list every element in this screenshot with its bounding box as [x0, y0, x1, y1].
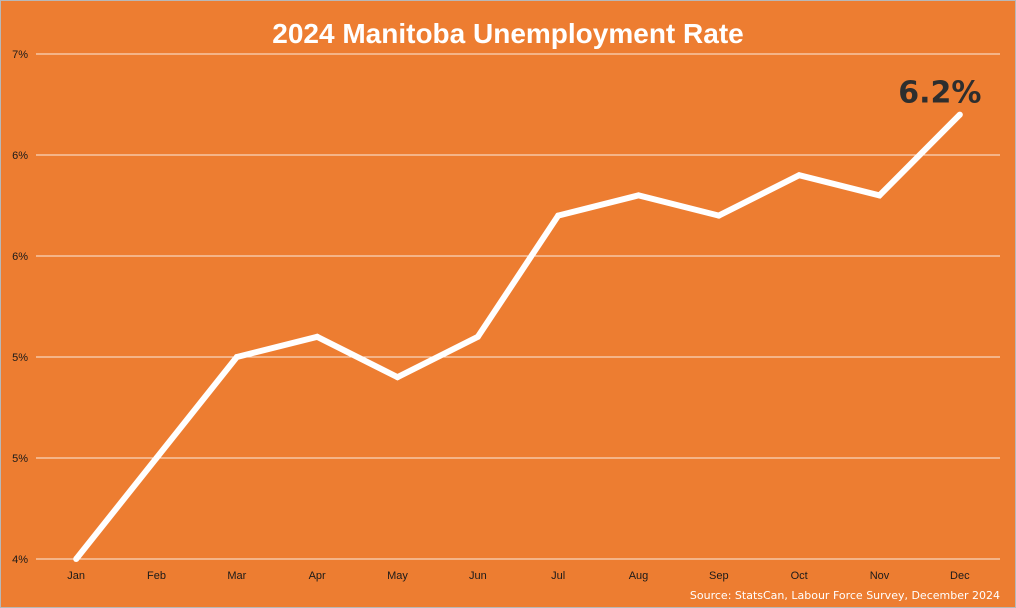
series-line	[73, 112, 962, 561]
x-tick-label: Nov	[870, 570, 890, 582]
x-tick-label: Sep	[709, 570, 729, 582]
x-tick-label: Aug	[629, 570, 649, 582]
x-tick-label: Feb	[147, 570, 166, 582]
x-tick-label: Oct	[791, 570, 808, 582]
x-tick-label: May	[387, 570, 408, 582]
x-tick-label: Apr	[309, 570, 326, 582]
x-tick-label: Jul	[551, 570, 565, 582]
y-tick-label: 6%	[12, 251, 28, 263]
data-point-aug	[635, 192, 642, 199]
series-layer	[73, 111, 963, 562]
y-axis-tick-labels: 4% 5% 5% 6% 6% 7%	[12, 49, 28, 566]
x-tick-label: Dec	[950, 570, 970, 582]
last-value-callout: 6.2%	[898, 76, 981, 111]
source-note: Source: StatsCan, Labour Force Survey, D…	[690, 589, 1000, 602]
data-point-jan	[73, 556, 80, 562]
data-point-may	[394, 374, 401, 381]
chart-title: 2024 Manitoba Unemployment Rate	[272, 18, 743, 49]
x-axis-tick-labels: Jan Feb Mar Apr May Jun Jul Aug Sep Oct Nov Dec	[67, 570, 970, 582]
y-tick-label: 5%	[12, 453, 28, 465]
y-tick-label: 5%	[12, 352, 28, 364]
y-tick-label: 7%	[12, 49, 28, 61]
y-tick-label: 4%	[12, 554, 28, 566]
data-point-nov	[876, 192, 883, 199]
data-point-sep	[715, 212, 722, 219]
x-tick-label: Jun	[469, 570, 487, 582]
data-point-feb	[153, 455, 160, 461]
data-point-dec	[956, 111, 963, 118]
data-point-jul	[555, 212, 562, 219]
y-tick-label: 6%	[12, 150, 28, 162]
data-point-jun	[474, 333, 481, 340]
data-point-oct	[796, 172, 803, 179]
gridlines	[36, 53, 1000, 560]
data-point-mar	[233, 354, 240, 360]
x-tick-label: Mar	[227, 570, 246, 582]
data-point-apr	[314, 333, 321, 340]
x-tick-label: Jan	[67, 570, 85, 582]
